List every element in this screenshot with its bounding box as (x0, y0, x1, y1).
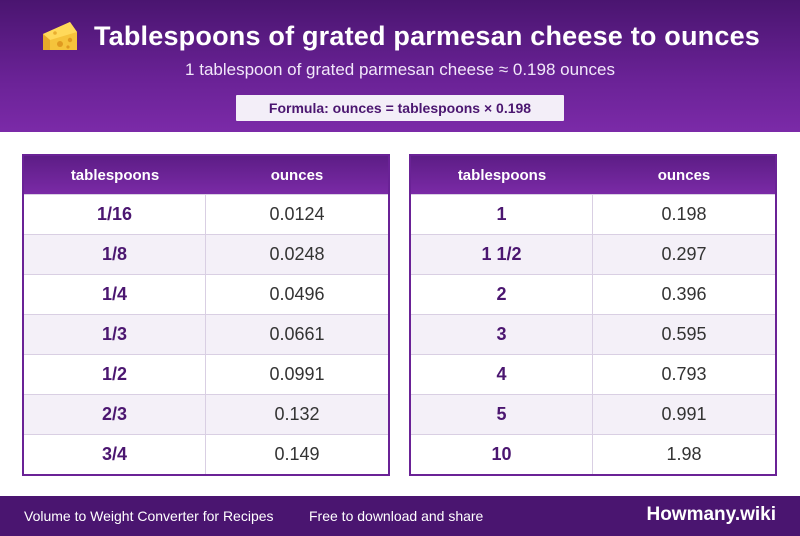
table-header: tablespoons ounces (24, 156, 388, 194)
table-row: 1 1/2 0.297 (411, 234, 775, 274)
brand-logo-text: Howmany.wiki (646, 504, 776, 525)
conversion-table-right: tablespoons ounces 1 0.198 1 1/2 0.297 2… (409, 154, 777, 476)
tablespoons-cell: 2 (411, 275, 593, 314)
header-banner: Tablespoons of grated parmesan cheese to… (0, 0, 800, 132)
table-row: 1/3 0.0661 (24, 314, 388, 354)
table-row: 10 1.98 (411, 434, 775, 474)
ounces-cell: 0.0991 (269, 364, 325, 384)
ounces-cell: 0.991 (661, 404, 707, 424)
table-row: 2/3 0.132 (24, 394, 388, 434)
ounces-cell: 0.198 (661, 204, 707, 224)
tablespoons-cell: 3 (411, 315, 593, 354)
table-row: 1 0.198 (411, 194, 775, 234)
table-row: 4 0.793 (411, 354, 775, 394)
title-row: Tablespoons of grated parmesan cheese to… (0, 14, 800, 58)
footer-bar: Volume to Weight Converter for Recipes F… (0, 496, 800, 536)
table-row: 1/2 0.0991 (24, 354, 388, 394)
tablespoons-cell: 4 (411, 355, 593, 394)
ounces-cell: 0.0661 (269, 324, 325, 344)
tablespoons-cell: 5 (411, 395, 593, 434)
table-row: 1/16 0.0124 (24, 194, 388, 234)
ounces-cell: 0.595 (661, 324, 707, 344)
tablespoons-cell: 1/16 (24, 195, 206, 234)
page-title: Tablespoons of grated parmesan cheese to… (93, 20, 761, 51)
table-row: 3/4 0.149 (24, 434, 388, 474)
ounces-cell: 0.0124 (269, 204, 325, 224)
footer-converter-text: Volume to Weight Converter for Recipes (24, 508, 274, 524)
ounces-cell: 1.98 (666, 444, 702, 464)
cheese-icon (42, 22, 77, 50)
ounces-cell: 0.0496 (269, 284, 325, 304)
tablespoons-cell: 1 1/2 (411, 235, 593, 274)
table-header: tablespoons ounces (411, 156, 775, 194)
table-row: 1/4 0.0496 (24, 274, 388, 314)
column-header-tablespoons: tablespoons (457, 166, 547, 184)
subtitle: 1 tablespoon of grated parmesan cheese ≈… (185, 60, 615, 79)
ounces-cell: 0.132 (274, 404, 320, 424)
tablespoons-cell: 10 (411, 435, 593, 474)
table-row: 1/8 0.0248 (24, 234, 388, 274)
column-header-ounces: ounces (270, 166, 324, 184)
table-row: 2 0.396 (411, 274, 775, 314)
tablespoons-cell: 1/8 (24, 235, 206, 274)
tablespoons-cell: 1/2 (24, 355, 206, 394)
footer-share-text: Free to download and share (309, 508, 484, 524)
tablespoons-cell: 1/3 (24, 315, 206, 354)
table-row: 5 0.991 (411, 394, 775, 434)
ounces-cell: 0.297 (661, 244, 707, 264)
table-row: 3 0.595 (411, 314, 775, 354)
ounces-cell: 0.0248 (269, 244, 325, 264)
ounces-cell: 0.793 (661, 364, 707, 384)
ounces-cell: 0.396 (661, 284, 707, 304)
ounces-cell: 0.149 (274, 444, 320, 464)
conversion-table-left: tablespoons ounces 1/16 0.0124 1/8 0.024… (22, 154, 390, 476)
tablespoons-cell: 1/4 (24, 275, 206, 314)
formula-box: Formula: ounces = tablespoons × 0.198 (236, 95, 564, 121)
tablespoons-cell: 2/3 (24, 395, 206, 434)
tablespoons-cell: 3/4 (24, 435, 206, 474)
column-header-ounces: ounces (657, 166, 711, 184)
column-header-tablespoons: tablespoons (70, 166, 160, 184)
tablespoons-cell: 1 (411, 195, 593, 234)
